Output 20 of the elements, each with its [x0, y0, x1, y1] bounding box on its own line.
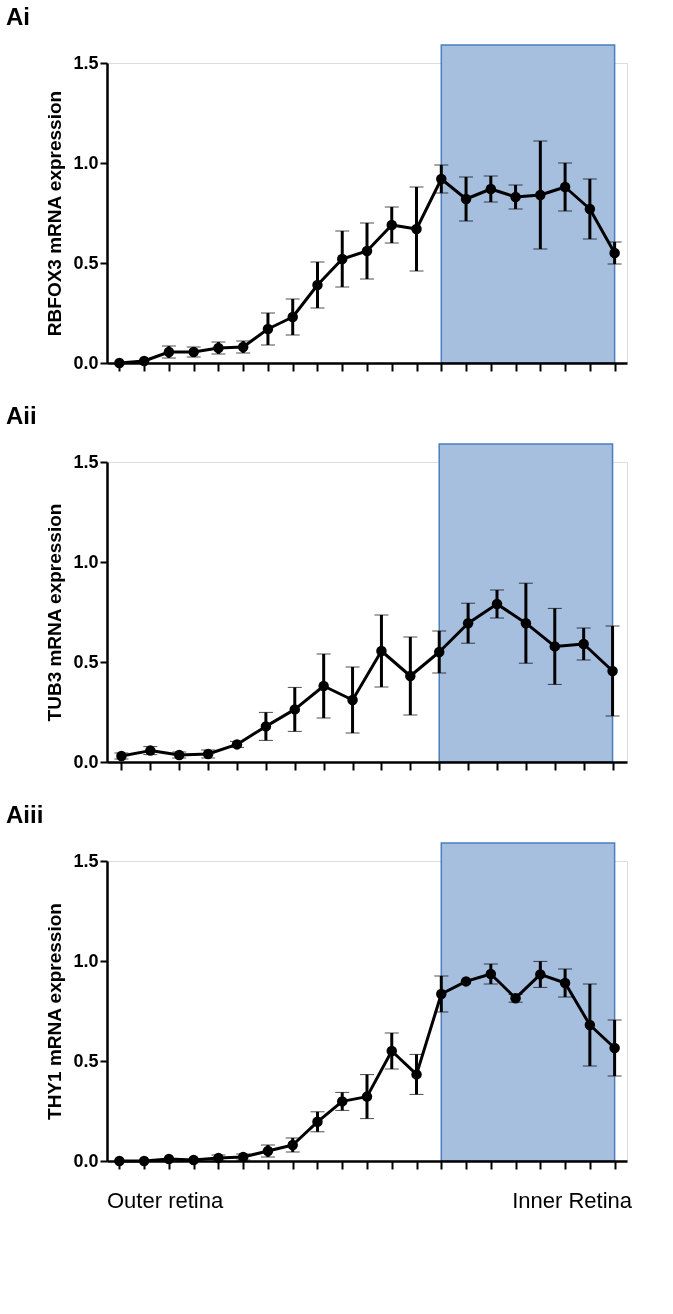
y-tick-label: 0.5 [73, 651, 99, 672]
y-tick-label: 1.5 [73, 52, 99, 73]
text: Inner Retina [512, 1188, 633, 1213]
chart-title: Aiii [5, 801, 44, 829]
chart-title: Aii [5, 402, 37, 430]
y-tick-label: 1.0 [73, 551, 99, 572]
y-axis-title: RBFOX3 mRNA expression [44, 90, 66, 337]
y-tick-label: 0.0 [73, 1150, 99, 1171]
chart-title: Ai [5, 3, 30, 31]
text: Outer retina [107, 1188, 224, 1213]
y-tick-label: 0.5 [73, 252, 99, 273]
y-axis-title: TUB3 mRNA expression [44, 503, 66, 722]
y-tick-label: 0.0 [73, 352, 99, 373]
y-tick-label: 1.5 [73, 451, 99, 472]
y-tick-label: 0.5 [73, 1050, 99, 1071]
y-axis-title: THY1 mRNA expression [44, 903, 66, 1120]
y-tick-label: 1.0 [73, 950, 99, 971]
y-tick-label: 1.0 [73, 152, 99, 173]
y-tick-label: 1.5 [73, 850, 99, 871]
y-tick-label: 0.0 [73, 751, 99, 772]
